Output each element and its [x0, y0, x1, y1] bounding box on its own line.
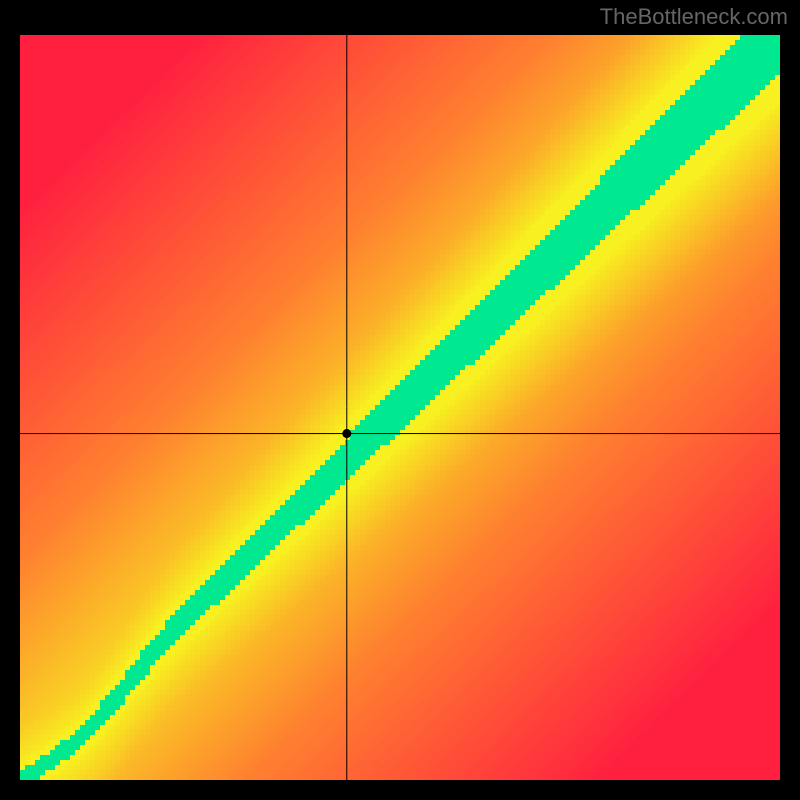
heatmap-canvas — [20, 35, 780, 780]
watermark-text: TheBottleneck.com — [600, 4, 788, 30]
chart-container: TheBottleneck.com — [0, 0, 800, 800]
heatmap-plot — [20, 35, 780, 780]
